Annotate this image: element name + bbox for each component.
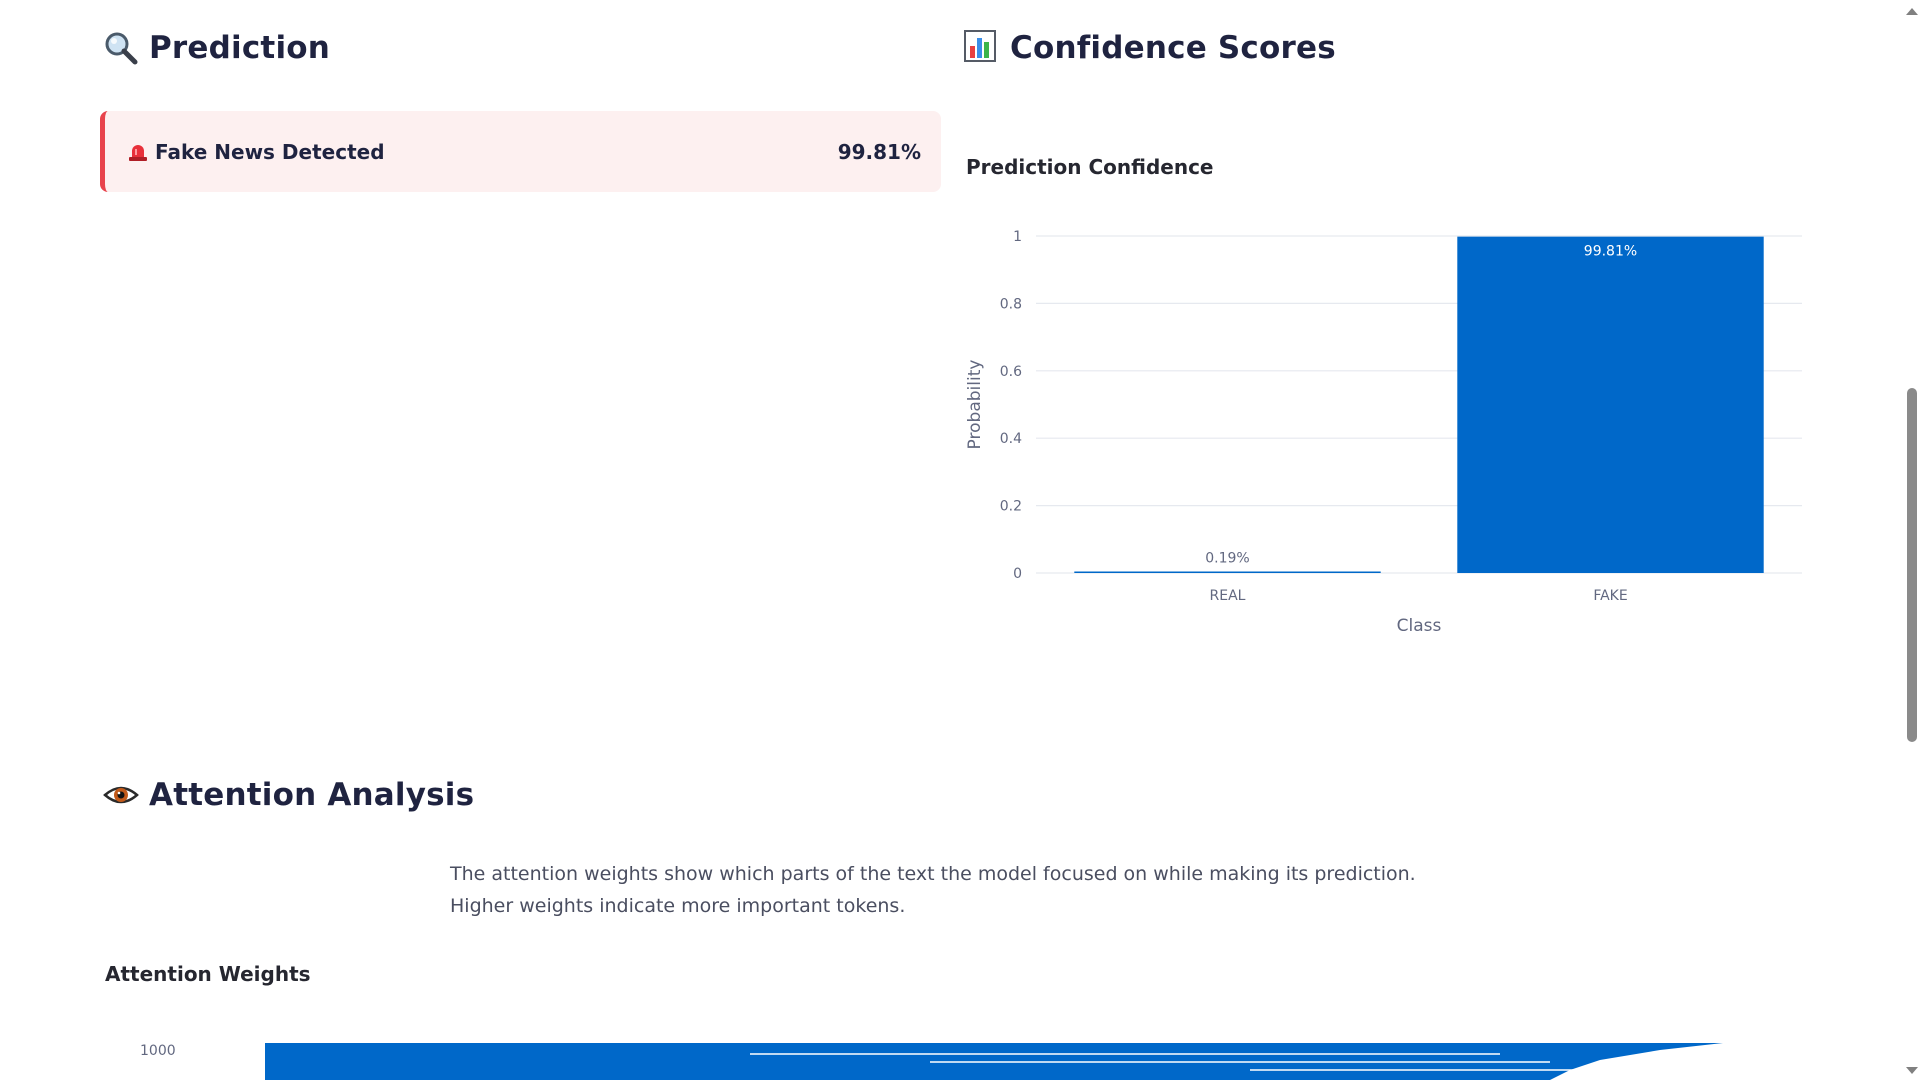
attention-weights-chart[interactable]: 1000 bbox=[100, 1030, 1800, 1080]
y-axis-title: Probability bbox=[965, 360, 985, 450]
prediction-heading-text: Prediction bbox=[149, 30, 331, 66]
bar-data-label: 99.81% bbox=[1584, 244, 1637, 260]
scroll-down-arrow-icon[interactable] bbox=[1906, 1067, 1918, 1074]
x-tick-label: FAKE bbox=[1593, 588, 1627, 604]
eye-icon bbox=[103, 777, 139, 813]
attention-weights-svg: 1000 bbox=[140, 1043, 1723, 1080]
y-tick-label: 0.2 bbox=[1000, 499, 1022, 515]
x-tick-label: REAL bbox=[1210, 588, 1246, 604]
bar-fake bbox=[1457, 236, 1764, 573]
x-axis-title: Class bbox=[1397, 616, 1442, 636]
siren-icon bbox=[127, 142, 149, 162]
chart-title: Prediction Confidence bbox=[966, 155, 1214, 179]
confidence-chart-svg: Prediction Confidence 0 0.2 0.4 0.6 0.8 1 Proba… bbox=[965, 155, 1802, 636]
attention-weights-title: Attention Weights bbox=[105, 962, 311, 986]
prediction-alert: Fake News Detected 99.81% bbox=[100, 111, 941, 192]
prediction-heading: Prediction bbox=[103, 30, 330, 66]
attention-heading: Attention Analysis bbox=[103, 777, 474, 813]
scroll-up-arrow-icon[interactable] bbox=[1906, 8, 1918, 15]
attention-heading-text: Attention Analysis bbox=[149, 777, 475, 813]
scrollbar-thumb[interactable] bbox=[1907, 388, 1917, 742]
attention-description-line-1: The attention weights show which parts o… bbox=[450, 863, 1416, 885]
bar-real bbox=[1074, 571, 1381, 573]
y-tick-label: 0.4 bbox=[1000, 431, 1022, 447]
attention-description: The attention weights show which parts o… bbox=[450, 858, 1550, 922]
attention-y-tick: 1000 bbox=[140, 1043, 176, 1059]
attention-description-line-2: Higher weights indicate more important t… bbox=[450, 895, 906, 917]
y-tick-label: 0 bbox=[1013, 566, 1022, 582]
page-scrollbar[interactable] bbox=[1904, 0, 1920, 1080]
bar-data-label: 0.19% bbox=[1205, 550, 1249, 566]
confidence-heading-text: Confidence Scores bbox=[1010, 30, 1336, 66]
prediction-score: 99.81% bbox=[837, 139, 921, 164]
prediction-label: Fake News Detected bbox=[155, 139, 385, 164]
y-tick-label: 0.8 bbox=[1000, 296, 1022, 312]
y-tick-label: 1 bbox=[1013, 229, 1022, 245]
y-tick-label: 0.6 bbox=[1000, 364, 1022, 380]
confidence-heading: Confidence Scores bbox=[964, 30, 1336, 66]
bar-chart-icon bbox=[964, 30, 1000, 66]
magnifier-icon bbox=[103, 30, 139, 66]
confidence-chart[interactable]: Prediction Confidence 0 0.2 0.4 0.6 0.8 1 Proba… bbox=[960, 140, 1820, 660]
